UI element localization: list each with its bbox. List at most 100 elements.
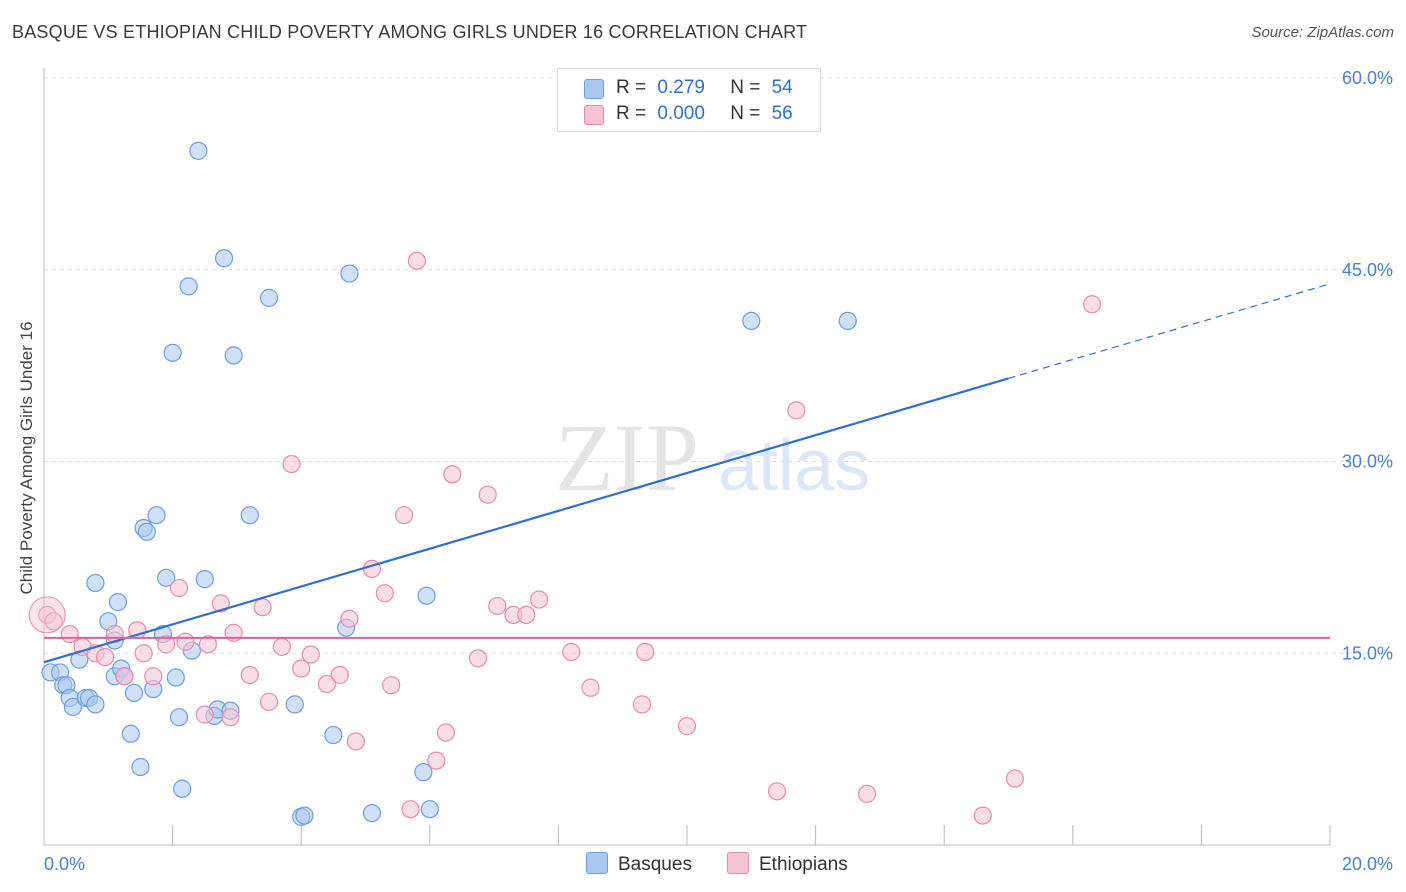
ethiopians-point-9 — [134, 644, 153, 663]
ethiopians-point-17 — [221, 708, 240, 727]
basques-point-41 — [285, 695, 304, 714]
ethiopians-point-20 — [253, 598, 272, 617]
y-tick-label-2: 45.0% — [1342, 260, 1393, 280]
ethiopians-point-26 — [317, 674, 337, 694]
bottom-legend-ethiopians: Ethiopians — [727, 852, 848, 876]
grid — [44, 77, 1395, 654]
ethiopians-point-1 — [44, 612, 63, 631]
basques-point-49 — [417, 586, 436, 605]
bottom-legend-basques: Basques — [586, 852, 692, 876]
ethiopians-point-36 — [427, 751, 446, 770]
basques-point-51 — [742, 311, 761, 330]
ethiopians-point-43 — [517, 605, 536, 625]
ethiopians-point-46 — [581, 678, 600, 697]
basques-point-14 — [108, 593, 128, 612]
n-label: N = — [730, 103, 761, 124]
axes — [43, 68, 1331, 846]
basques-point-52 — [838, 311, 857, 330]
ethiopians-point-27 — [330, 665, 349, 685]
ethiopians-point-12 — [169, 578, 189, 598]
legend-text-basques: R = 0.279 N = 54 — [616, 77, 793, 99]
basques-trend-line — [43, 377, 1009, 664]
watermark-zip: ZIP — [555, 404, 699, 511]
bottom-legend-swatch-basques — [586, 852, 608, 874]
basques-point-36 — [214, 249, 234, 268]
ethiopians-point-15 — [198, 635, 218, 654]
ethiopians-point-38 — [443, 465, 462, 484]
r-label: R = — [616, 77, 647, 98]
basques-point-40 — [259, 288, 279, 307]
ethiopians-point-32 — [382, 676, 401, 695]
x-tick-label-1: 20.0% — [1342, 854, 1393, 874]
ethiopians-point-51 — [787, 401, 806, 420]
r-value: 0.279 — [657, 77, 705, 98]
basques-point-18 — [124, 683, 144, 702]
y-axis-label: Child Poverty Among Girls Under 16 — [17, 321, 36, 594]
basques-point-25 — [157, 568, 176, 587]
y-tick-label-0: 15.0% — [1342, 643, 1393, 663]
ethiopians-point-53 — [973, 806, 992, 825]
ethiopians-point-39 — [468, 649, 488, 668]
basques-point-10 — [86, 573, 105, 593]
basques-trend-extension — [1008, 283, 1331, 379]
ethiopians-point-7 — [115, 667, 134, 686]
basques-point-46 — [340, 264, 359, 283]
basques-point-48 — [414, 763, 433, 782]
ethiopians-point-22 — [272, 637, 292, 656]
ethiopians-point-40 — [478, 485, 497, 504]
basques-point-39 — [240, 506, 259, 525]
basques-point-19 — [131, 757, 150, 777]
ethiopians-point-37 — [436, 723, 455, 742]
ethiopians-point-41 — [488, 596, 507, 616]
ethiopians-point-25 — [301, 645, 320, 664]
bottom-legend-swatch-ethiopians — [727, 852, 749, 874]
correlation-legend: R = 0.279 N = 54 R = 0.000 N = 56 — [557, 68, 821, 132]
ethiopians-point-54 — [1005, 769, 1025, 788]
basques-point-32 — [189, 141, 208, 160]
ethiopians-point-28 — [340, 609, 359, 628]
ethiopians-point-34 — [401, 800, 420, 819]
ethiopians-point-19 — [240, 665, 259, 685]
r-label: R = — [616, 103, 647, 124]
tick-labels: 15.0% 30.0% 45.0% 60.0% 0.0% 20.0% — [44, 68, 1393, 874]
basques-point-5 — [63, 697, 83, 717]
basques-point-21 — [137, 522, 156, 541]
basques-point-26 — [163, 343, 182, 362]
ethiopians-point-47 — [632, 695, 652, 714]
ethiopians-point-49 — [677, 717, 697, 736]
basques-point-17 — [121, 724, 140, 743]
ethiopians-point-35 — [407, 251, 427, 270]
ethiopians-point-29 — [346, 732, 365, 751]
bottom-legend-label-basques: Basques — [618, 854, 692, 875]
data-points — [28, 141, 1102, 826]
basques-point-28 — [169, 708, 189, 727]
chart-title: BASQUE VS ETHIOPIAN CHILD POVERTY AMONG … — [12, 22, 808, 42]
basques-point-23 — [147, 506, 166, 525]
trend-lines — [43, 283, 1331, 664]
ethiopians-point-33 — [394, 506, 414, 525]
ethiopians-point-5 — [95, 647, 115, 667]
ethiopians-point-large — [28, 596, 66, 634]
legend-swatch-ethiopians — [584, 105, 604, 125]
y-tick-label-3: 60.0% — [1342, 68, 1393, 88]
watermark-atlas: atlas — [718, 426, 870, 506]
ethiopians-point-14 — [195, 705, 214, 724]
ethiopians-point-13 — [176, 632, 195, 651]
ethiopians-point-23 — [282, 454, 301, 474]
ethiopians-point-44 — [530, 590, 549, 609]
ethiopians-point-48 — [636, 642, 655, 662]
watermark: ZIP atlas — [555, 404, 870, 511]
y-tick-label-1: 30.0% — [1342, 452, 1393, 472]
basques-point-44 — [324, 725, 343, 745]
n-label: N = — [730, 77, 761, 98]
x-tick-label-0: 0.0% — [44, 854, 85, 874]
ethiopians-point-52 — [857, 784, 877, 803]
legend-text-ethiopians: R = 0.000 N = 56 — [616, 103, 793, 125]
ethiopians-point-2 — [60, 624, 79, 644]
basques-point-29 — [173, 779, 192, 798]
ethiopians-point-11 — [157, 635, 176, 654]
basques-point-33 — [195, 570, 214, 589]
source-label: Source: ZipAtlas.com — [1251, 24, 1394, 41]
ethiopians-point-45 — [562, 642, 581, 662]
ethiopians-point-55 — [1082, 295, 1102, 314]
